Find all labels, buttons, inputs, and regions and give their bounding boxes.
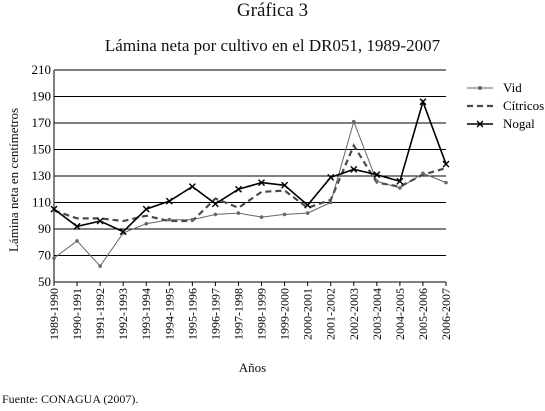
data-point-vid <box>351 119 356 124</box>
x-tick-label: 1998-1999 <box>255 288 269 340</box>
x-tick-label: 2006-2007 <box>439 288 453 340</box>
x-axis-label: Años <box>238 360 267 375</box>
y-tick-label: 110 <box>32 195 51 210</box>
x-tick-label: 1997-1998 <box>231 288 245 340</box>
data-point-nogal <box>165 197 173 205</box>
x-tick-label: 2005-2006 <box>416 288 430 340</box>
y-tick-labels: 50 70 90 110 130 150 170 190 210 <box>32 62 52 289</box>
x-tick-label: 1990-1991 <box>70 288 84 340</box>
data-point-vid <box>236 211 241 215</box>
data-point-nogal <box>419 98 427 106</box>
series-line-ctricos <box>53 143 447 223</box>
data-point-nogal <box>73 222 81 230</box>
data-point-vid <box>282 212 287 217</box>
y-tick-label: 50 <box>38 274 51 289</box>
x-tick-label: 2004-2005 <box>393 288 407 340</box>
data-point-vid <box>144 221 149 226</box>
data-point-vid <box>398 186 402 190</box>
x-tick-label: 1989-1990 <box>47 288 61 340</box>
x-tick-label: 1991-1992 <box>93 288 107 340</box>
data-point-vid <box>305 211 310 215</box>
y-tick-label: 170 <box>32 115 52 130</box>
x-tick-label: 1994-1995 <box>162 288 176 340</box>
x-tick-label: 2002-2003 <box>347 288 361 340</box>
data-point-vid <box>98 264 102 268</box>
y-tick-label: 210 <box>32 62 52 77</box>
legend: Vid Cítricos Nogal <box>467 80 544 131</box>
data-point-vid <box>421 171 425 176</box>
data-point-nogal <box>234 185 242 193</box>
data-point-nogal <box>442 160 450 168</box>
data-point-vid <box>167 217 172 222</box>
data-point-vid <box>190 217 195 222</box>
x-tick-label: 2000-2001 <box>301 288 315 340</box>
series-lines <box>53 99 447 267</box>
data-point-nogal <box>350 165 358 173</box>
data-point-nogal <box>327 173 335 181</box>
data-point-nogal <box>373 171 381 179</box>
data-point-nogal <box>188 183 196 191</box>
data-point-nogal <box>50 205 58 213</box>
legend-label-nogal: Nogal <box>503 116 535 131</box>
series-markers <box>50 98 450 268</box>
series-line-nogal <box>53 99 447 233</box>
x-tick-label: 1993-1994 <box>139 288 153 340</box>
y-tick-label: 90 <box>38 221 51 236</box>
x-tick-label: 2003-2004 <box>370 288 384 340</box>
data-point-vid <box>375 179 379 184</box>
data-point-nogal <box>281 181 289 189</box>
source-note: Fuente: CONAGUA (2007). <box>2 392 139 406</box>
data-point-vid <box>328 200 333 205</box>
y-tick-label: 150 <box>32 142 52 157</box>
legend-marker-nogal <box>476 120 484 128</box>
data-point-nogal <box>396 177 404 185</box>
legend-label-ctricos: Cítricos <box>503 98 544 113</box>
grid-lines <box>54 69 446 256</box>
data-point-vid <box>213 212 218 217</box>
data-point-nogal <box>119 228 127 236</box>
data-point-nogal <box>211 200 219 208</box>
data-point-nogal <box>142 205 150 213</box>
x-tick-label: 1996-1997 <box>208 288 222 340</box>
x-tick-labels: 1989-1990 1990-1991 1991-1992 1992-1993 1993… <box>47 288 453 340</box>
x-tick-label: 1995-1996 <box>185 288 199 340</box>
y-tick-label: 130 <box>32 168 52 183</box>
axes <box>53 70 447 286</box>
legend-marker-vid <box>478 86 482 90</box>
data-point-nogal <box>96 217 104 225</box>
y-tick-label: 190 <box>32 89 52 104</box>
x-tick-label: 1999-2000 <box>278 288 292 340</box>
data-point-nogal <box>258 179 266 187</box>
legend-label-vid: Vid <box>503 80 522 95</box>
x-tick-label: 1992-1993 <box>116 288 130 340</box>
chart-title: Lámina neta por cultivo en el DR051, 198… <box>104 36 441 55</box>
figure-label: Gráfica 3 <box>236 0 309 21</box>
x-tick-label: 2001-2002 <box>324 288 338 340</box>
data-point-nogal <box>304 201 312 209</box>
y-tick-label: 70 <box>38 248 51 263</box>
data-point-vid <box>52 256 56 260</box>
series-line-vid <box>53 120 447 267</box>
data-point-vid <box>444 180 448 185</box>
data-point-vid <box>75 239 79 243</box>
data-point-vid <box>259 215 264 219</box>
